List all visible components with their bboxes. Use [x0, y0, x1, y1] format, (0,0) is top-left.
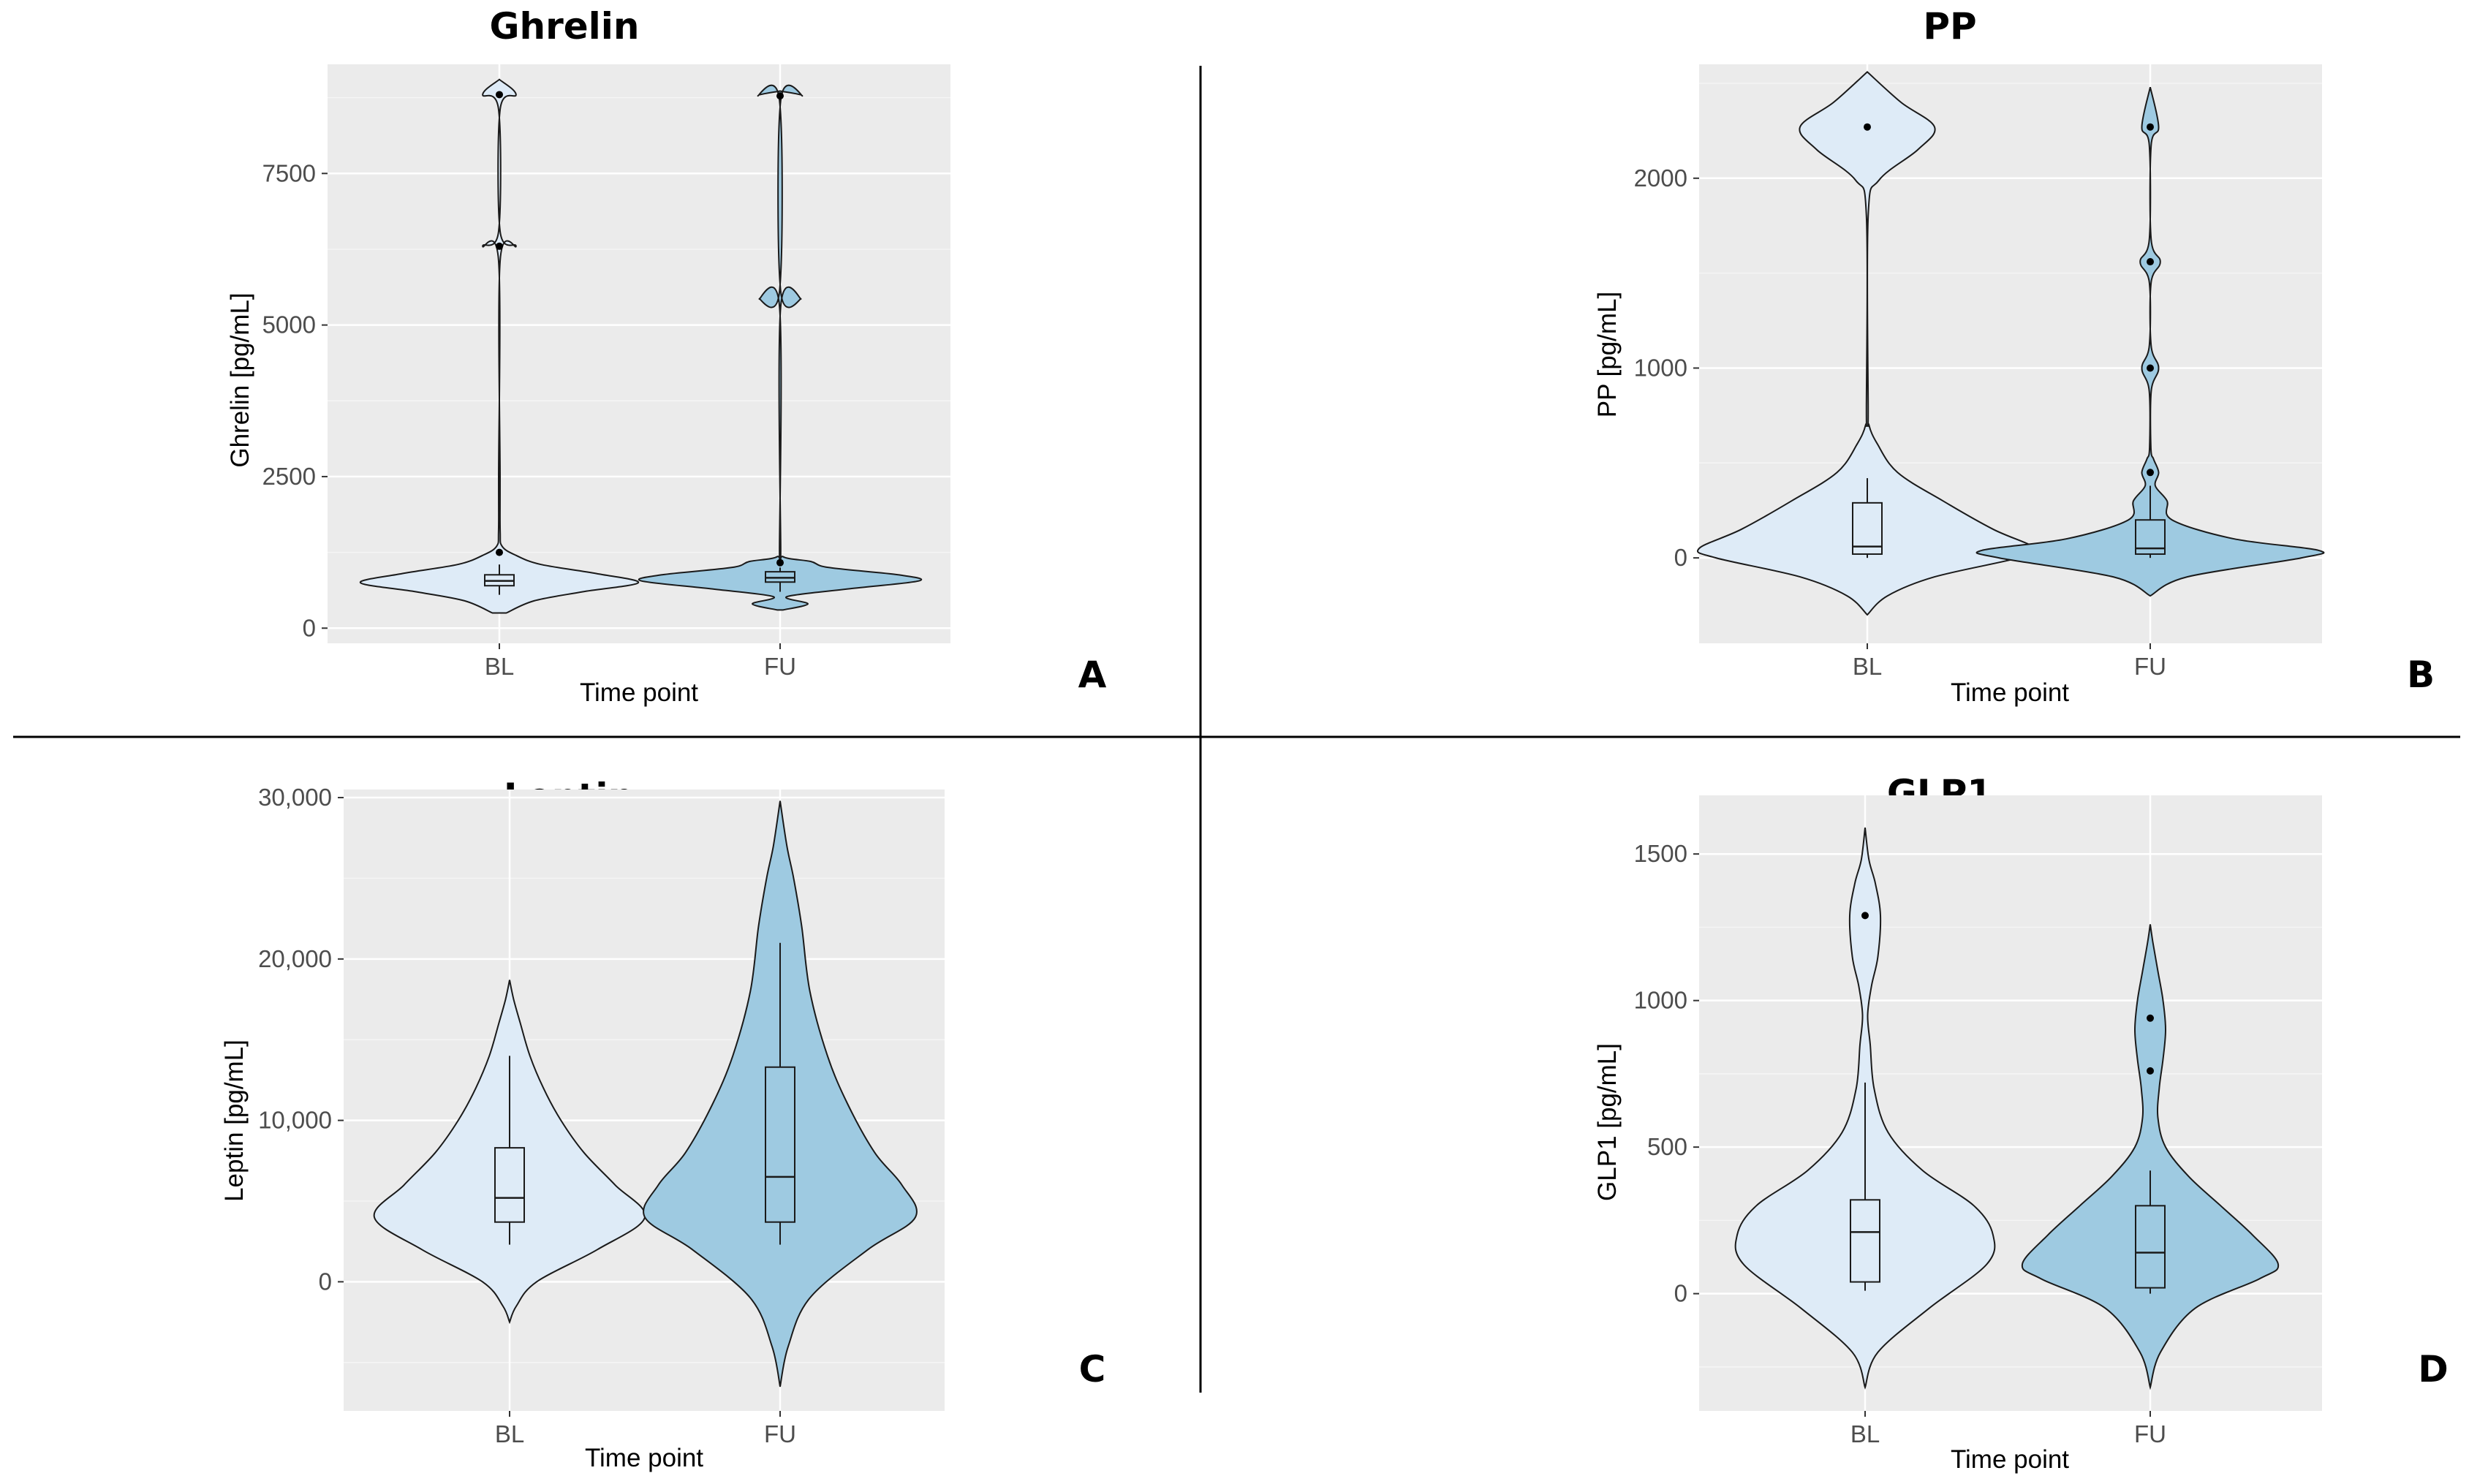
y-tick-label-ghrelin: 7500 — [262, 159, 316, 186]
y-axis-label-pp: PP [pg/mL] — [1593, 292, 1622, 418]
box-glp1-bl — [1850, 1199, 1880, 1283]
plot-area-glp1: 0 500 1000 1500 BL FU — [1634, 795, 2322, 1447]
outlier-point-ghrelin-fu — [776, 559, 784, 567]
box-glp1-fu — [2135, 1205, 2166, 1289]
outlier-point-pp-fu — [2147, 469, 2154, 477]
panel-background-glp1 — [1699, 795, 2322, 1411]
y-tick-label-ghrelin: 2500 — [262, 463, 316, 490]
y-axis-label-ghrelin: Ghrelin [pg/mL] — [226, 292, 254, 467]
chart-title-pp: PP — [1923, 5, 1976, 48]
plot-area-leptin: 0 10,000 20,000 30,000 BL FU — [258, 784, 945, 1447]
y-tick-label-pp: 2000 — [1634, 164, 1687, 192]
x-tick-label-glp1: BL — [1850, 1420, 1880, 1447]
panel-background-ghrelin — [328, 64, 950, 643]
box-pp-bl — [1852, 501, 1883, 555]
y-tick-label-pp: 0 — [1674, 544, 1687, 571]
panel-letter-a: A — [1078, 654, 1107, 696]
outlier-point-pp-fu — [2147, 123, 2154, 131]
y-tick-label-ghrelin: 0 — [303, 614, 316, 641]
violin-pp-fu — [1975, 86, 2325, 597]
outlier-point-ghrelin-bl — [496, 242, 503, 250]
outlier-point-ghrelin-bl — [496, 91, 503, 99]
panel-letter-d: D — [2418, 1348, 2449, 1390]
violin-ghrelin-bl — [359, 78, 640, 614]
y-axis-label-leptin: Leptin [pg/mL] — [220, 1040, 249, 1202]
outlier-point-pp-fu — [2147, 258, 2154, 266]
panel-letter-b: B — [2407, 654, 2435, 696]
panel-letter-c: C — [1079, 1348, 1106, 1390]
x-axis-label-leptin: Time point — [585, 1444, 703, 1472]
y-tick-label-leptin: 10,000 — [258, 1107, 332, 1134]
x-tick-label-pp: BL — [1853, 653, 1882, 680]
chart-title-ghrelin: Ghrelin — [489, 5, 639, 48]
x-axis-label-pp: Time point — [1951, 678, 2069, 707]
x-axis-label-ghrelin: Time point — [580, 678, 698, 707]
violin-glp1-fu — [2021, 924, 2280, 1390]
y-axis-label-glp1: GLP1 [pg/mL] — [1593, 1043, 1622, 1201]
box-leptin-fu — [765, 1066, 795, 1223]
panel-a: Ghrelin 0 2500 5000 7500 BL FU Time point Ghr… — [226, 5, 1107, 707]
y-tick-label-leptin: 20,000 — [258, 945, 332, 972]
y-tick-label-leptin: 30,000 — [258, 784, 332, 811]
outlier-point-pp-fu — [2147, 364, 2154, 372]
outlier-point-glp1-bl — [1861, 912, 1869, 920]
outlier-point-glp1-fu — [2147, 1067, 2154, 1075]
panel-b: PP 0 1000 2000 BL FU Time point PP [pg/mL] B — [1593, 5, 2435, 707]
y-tick-label-glp1: 0 — [1674, 1280, 1687, 1307]
y-tick-label-glp1: 500 — [1647, 1133, 1687, 1160]
y-tick-label-leptin: 0 — [319, 1268, 332, 1295]
y-tick-label-glp1: 1000 — [1634, 987, 1687, 1014]
x-tick-label-glp1: FU — [2134, 1420, 2166, 1447]
outlier-point-ghrelin-fu — [776, 92, 784, 100]
y-tick-label-pp: 1000 — [1634, 354, 1687, 381]
x-tick-label-ghrelin: FU — [764, 653, 796, 680]
y-tick-label-glp1: 1500 — [1634, 840, 1687, 867]
plot-area-pp: 0 1000 2000 BL FU — [1634, 64, 2325, 680]
outlier-point-pp-bl — [1864, 123, 1871, 131]
x-tick-label-leptin: BL — [495, 1420, 524, 1447]
outlier-point-glp1-fu — [2147, 1014, 2154, 1022]
x-axis-label-glp1: Time point — [1951, 1445, 2069, 1474]
violin-ghrelin-fu — [638, 84, 923, 611]
box-leptin-bl — [494, 1147, 525, 1223]
x-tick-label-ghrelin: BL — [485, 653, 514, 680]
x-tick-label-leptin: FU — [764, 1420, 796, 1447]
y-tick-label-ghrelin: 5000 — [262, 311, 316, 338]
panel-background-leptin — [344, 790, 945, 1411]
x-tick-label-pp: FU — [2134, 653, 2166, 680]
violin-pp-bl — [1696, 71, 2038, 616]
plot-area-ghrelin: 0 2500 5000 7500 BL FU — [262, 64, 950, 680]
outlier-point-ghrelin-bl — [496, 548, 503, 556]
